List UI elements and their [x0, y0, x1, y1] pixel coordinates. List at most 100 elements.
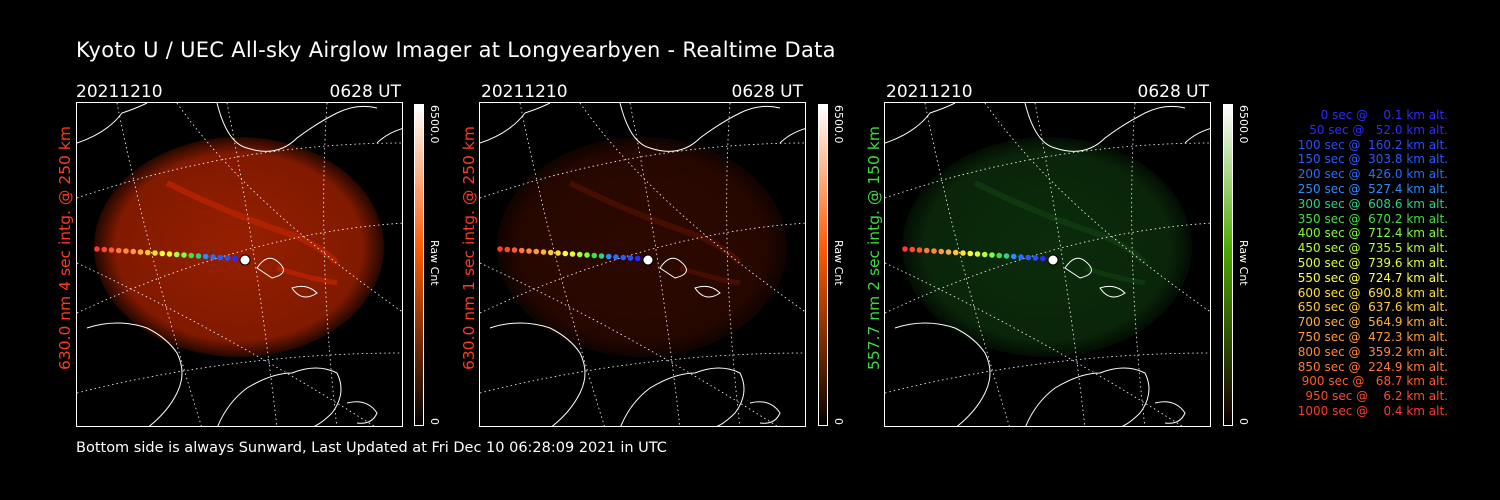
legend-row: 700 sec @ 564.9 km alt.	[1293, 315, 1448, 330]
allsky-disk	[497, 137, 787, 357]
coastline	[1064, 257, 1092, 279]
legend-row: 750 sec @ 472.3 km alt.	[1293, 329, 1448, 344]
trajectory-point	[613, 254, 619, 260]
legend-row: 800 sec @ 359.2 km alt.	[1293, 344, 1448, 359]
trajectory-point	[938, 248, 945, 255]
legend-row: 50 sec @ 52.0 km alt.	[1301, 122, 1448, 137]
panel-2-colorbar-min: 0	[832, 418, 845, 425]
panel-3-date: 20211210	[886, 82, 973, 102]
trajectory-point	[511, 247, 518, 253]
panel-1-colorbar-unit: Raw Cnt	[428, 240, 441, 286]
coastline	[376, 128, 402, 144]
graticule-line	[1131, 103, 1146, 426]
aurora-arc	[1084, 265, 1146, 286]
trajectory-point	[555, 250, 561, 256]
trajectory-point	[130, 248, 137, 255]
trajectory-legend: 0 sec @ 0.1 km alt. 50 sec @ 52.0 km alt…	[1262, 108, 1448, 419]
legend-row: 200 sec @ 426.0 km alt.	[1293, 167, 1448, 182]
panel-2-side-label: 630.0 nm 1 sec intg. @ 250 km	[460, 126, 478, 370]
trajectory-point	[94, 246, 100, 252]
coastline	[216, 103, 378, 152]
trajectory-point	[504, 246, 511, 253]
graticule-line	[519, 103, 605, 426]
trajectory-point	[518, 247, 525, 254]
trajectory-point	[931, 248, 937, 254]
trajectory-point	[526, 248, 532, 254]
graticule-line	[984, 103, 1210, 313]
station-marker	[642, 254, 654, 266]
panel-1-colorbar-max: 6500.0	[428, 105, 441, 144]
legend-row: 550 sec @ 724.7 km alt.	[1293, 270, 1448, 285]
trajectory-point	[989, 252, 995, 258]
trajectory-point	[137, 249, 144, 255]
coastline	[885, 103, 956, 144]
graticule-line	[323, 103, 338, 426]
trajectory-point	[108, 247, 115, 253]
allsky-disk	[902, 137, 1192, 357]
trajectory-point	[173, 251, 180, 258]
trajectory-point	[598, 253, 605, 259]
trajectory-point	[996, 252, 1003, 259]
graticule-line	[480, 352, 805, 394]
trajectory-point	[195, 253, 202, 259]
legend-row: 0 sec @ 0.1 km alt.	[1309, 108, 1448, 122]
legend-row: 150 sec @ 303.8 km alt.	[1293, 152, 1448, 167]
panel-3-colorbar-unit: Raw Cnt	[1237, 240, 1250, 286]
legend-row: 300 sec @ 608.6 km alt.	[1293, 196, 1448, 211]
aurora-arc	[568, 180, 743, 266]
panel-2-colorbar-max: 6500.0	[832, 105, 845, 144]
trajectory-point	[952, 249, 959, 256]
coastline	[291, 285, 318, 298]
legend-row: 350 sec @ 670.2 km alt.	[1293, 211, 1448, 226]
coastline	[749, 401, 781, 424]
trajectory-point	[224, 255, 231, 261]
trajectory-point	[923, 247, 930, 254]
trajectory-point	[540, 249, 547, 255]
station-marker	[1047, 254, 1059, 266]
trajectory-point	[1025, 254, 1032, 261]
aurora-arc	[276, 265, 338, 286]
trajectory-point	[188, 252, 195, 259]
trajectory-point	[101, 246, 108, 253]
trajectory-point	[217, 254, 224, 261]
coastline	[620, 367, 745, 426]
coastline	[77, 103, 148, 144]
panel-1-date: 20211210	[76, 82, 163, 102]
coastline	[480, 103, 551, 144]
trajectory-point	[576, 251, 583, 258]
graticule-line	[1034, 103, 1086, 426]
trajectory-point	[497, 246, 503, 252]
trajectory-point	[634, 255, 641, 262]
trajectory-point	[960, 250, 966, 256]
trajectory-point	[591, 252, 598, 259]
trajectory-point	[181, 252, 187, 258]
trajectory-point	[916, 247, 923, 253]
coastline	[1025, 367, 1150, 426]
trajectory-point	[562, 250, 569, 257]
trajectory-point	[547, 249, 554, 256]
aurora-arc	[679, 265, 741, 286]
coastline	[779, 128, 805, 144]
panel-1-time: 0628 UT	[329, 82, 402, 102]
trajectory-point	[123, 248, 129, 254]
panel-2-colorbar-unit: Raw Cnt	[832, 240, 845, 286]
coastline	[217, 367, 342, 426]
trajectory-point	[981, 251, 988, 258]
legend-row: 500 sec @ 739.6 km alt.	[1293, 255, 1448, 270]
graticule-line	[77, 142, 402, 199]
graticule-line	[579, 103, 805, 313]
trajectory-point	[967, 250, 974, 257]
coastline	[346, 401, 378, 424]
trajectory-point	[152, 250, 158, 256]
aurora-arc	[973, 180, 1148, 266]
trajectory-point	[902, 246, 908, 252]
coastline	[1154, 401, 1186, 424]
legend-row: 650 sec @ 637.6 km alt.	[1293, 300, 1448, 315]
graticule-line	[885, 352, 1210, 394]
coastline	[1184, 128, 1210, 144]
graticule-line	[176, 103, 402, 313]
panel-3-colorbar	[1223, 104, 1233, 426]
coastline	[489, 322, 586, 426]
trajectory-point	[115, 247, 122, 254]
legend-row: 100 sec @ 160.2 km alt.	[1293, 137, 1448, 152]
